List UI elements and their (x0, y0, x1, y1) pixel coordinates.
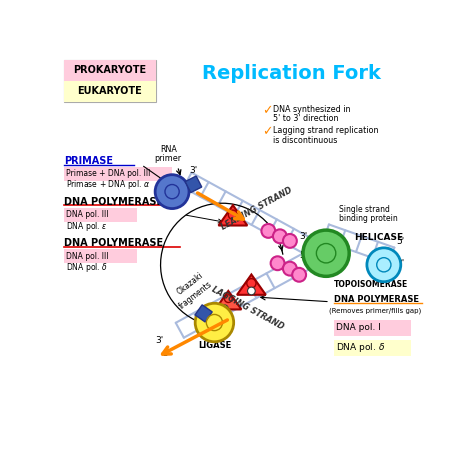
Text: RNA: RNA (160, 145, 177, 154)
Text: EUKARYOTE: EUKARYOTE (77, 86, 142, 96)
Text: DNA POLYMERASE: DNA POLYMERASE (334, 295, 419, 304)
Text: Single strand: Single strand (339, 205, 390, 214)
FancyBboxPatch shape (64, 60, 156, 102)
Bar (64, 249, 137, 263)
Circle shape (273, 229, 287, 243)
Text: 5': 5' (163, 349, 171, 358)
Text: Lagging strand replication: Lagging strand replication (273, 126, 378, 135)
Polygon shape (237, 274, 266, 295)
Bar (195, 305, 212, 322)
Circle shape (283, 234, 297, 248)
Bar (64, 208, 137, 222)
Text: 5': 5' (397, 237, 405, 246)
Text: PRIMASE: PRIMASE (64, 156, 113, 166)
Bar (334, 320, 411, 336)
Text: HELICASE: HELICASE (355, 233, 404, 242)
Text: binding protein: binding protein (339, 214, 398, 223)
Bar (334, 340, 411, 356)
Text: 3': 3' (397, 259, 405, 268)
Circle shape (271, 256, 284, 270)
Text: 3': 3' (299, 232, 307, 241)
Text: 5' to 3' direction: 5' to 3' direction (273, 114, 338, 123)
Text: LAGGING STRAND: LAGGING STRAND (210, 284, 285, 331)
Text: DNA pol. III: DNA pol. III (66, 252, 109, 261)
Polygon shape (219, 205, 247, 226)
Bar (64, 60, 156, 81)
Circle shape (195, 303, 234, 342)
Text: DNA pol. $\delta$: DNA pol. $\delta$ (336, 341, 385, 355)
Text: ✓: ✓ (262, 125, 273, 138)
Circle shape (283, 262, 297, 275)
Text: LIGASE: LIGASE (198, 341, 231, 350)
Bar (185, 176, 202, 192)
Text: fragments: fragments (177, 280, 214, 311)
Circle shape (303, 230, 349, 276)
Text: TOPOISOMERASE: TOPOISOMERASE (334, 280, 408, 289)
Text: (Removes primer/fills gap): (Removes primer/fills gap) (329, 308, 421, 314)
Text: LEADING STRAND: LEADING STRAND (219, 186, 293, 232)
Text: 3': 3' (155, 336, 163, 345)
Text: PROKARYOTE: PROKARYOTE (73, 65, 146, 75)
Text: Okazaki: Okazaki (175, 271, 205, 297)
Text: DNA POLYMERASE: DNA POLYMERASE (64, 238, 164, 248)
Text: Primase + DNA pol. III: Primase + DNA pol. III (66, 169, 150, 178)
Text: 5': 5' (299, 251, 307, 260)
Text: is discontinuous: is discontinuous (273, 136, 337, 145)
Text: DNA pol. $\delta$: DNA pol. $\delta$ (66, 261, 108, 274)
Text: 3': 3' (190, 166, 198, 175)
Text: primer: primer (155, 154, 182, 163)
Text: DNA pol. III: DNA pol. III (66, 210, 109, 219)
Bar (64, 81, 156, 101)
Circle shape (367, 248, 401, 282)
Bar (64, 167, 172, 181)
Circle shape (261, 224, 275, 238)
Polygon shape (215, 291, 241, 310)
Text: Primase + DNA pol. $\alpha$: Primase + DNA pol. $\alpha$ (66, 178, 150, 191)
Text: 5': 5' (178, 186, 186, 195)
Text: DNA pol. I: DNA pol. I (336, 323, 381, 332)
Text: DNA pol. $\varepsilon$: DNA pol. $\varepsilon$ (66, 220, 108, 233)
Circle shape (220, 305, 228, 312)
Circle shape (155, 175, 189, 209)
Text: DNA synthesized in: DNA synthesized in (273, 105, 350, 114)
Circle shape (292, 268, 306, 282)
Text: DNA POLYMERASE: DNA POLYMERASE (64, 197, 164, 207)
Text: Replication Fork: Replication Fork (202, 64, 381, 83)
Text: ✓: ✓ (262, 104, 273, 117)
Circle shape (247, 287, 255, 295)
